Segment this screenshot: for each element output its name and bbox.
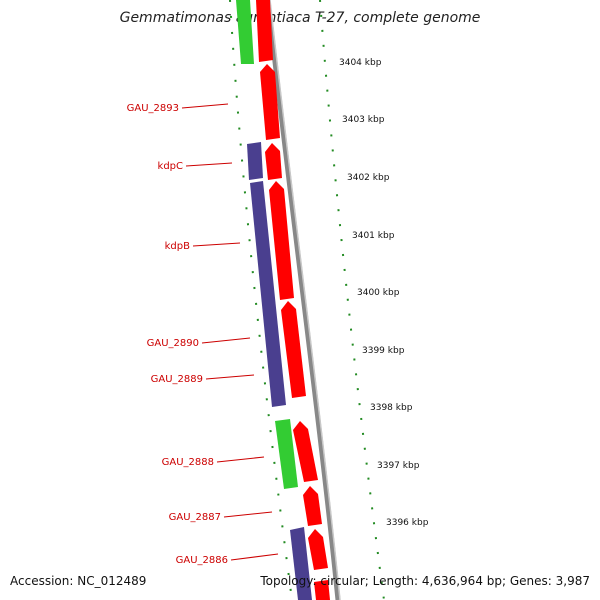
rna-feature xyxy=(236,0,254,64)
gene-label: GAU_2887 xyxy=(169,512,221,523)
cds-reverse xyxy=(247,142,263,180)
scale-label: 3397 kbp xyxy=(377,461,420,471)
cds-forward xyxy=(308,529,328,570)
genome-backbone xyxy=(265,0,341,600)
scale-label: 3400 kbp xyxy=(357,288,400,298)
cds-forward xyxy=(269,181,294,300)
scale-label: 3398 kbp xyxy=(370,403,413,413)
gene-label: GAU_2886 xyxy=(176,555,228,566)
gene-label-leader xyxy=(216,456,265,463)
gene-label: kdpB xyxy=(165,241,190,252)
scale-label: 3401 kbp xyxy=(352,231,395,241)
gene-label: GAU_2890 xyxy=(147,338,199,349)
gene-label-leader xyxy=(230,553,279,561)
scale-label: 3399 kbp xyxy=(362,346,405,356)
gene-label: GAU_2888 xyxy=(162,457,214,468)
map-title: Gemmatimonas aurantiaca T-27, complete g… xyxy=(119,10,481,26)
scale-label: 3402 kbp xyxy=(347,173,390,183)
topology-text: Topology: circular; Length: 4,636,964 bp… xyxy=(260,574,590,588)
cds-forward xyxy=(314,580,330,600)
cds-reverse xyxy=(250,181,286,407)
gene-label: GAU_2889 xyxy=(151,374,203,385)
accession-text: Accession: NC_012489 xyxy=(10,574,147,588)
rna-feature xyxy=(275,419,298,489)
gene-label-leader xyxy=(223,511,273,518)
gene-label: kdpC xyxy=(158,161,183,172)
gene-label-leader xyxy=(185,162,233,167)
scale-label: 3396 kbp xyxy=(386,518,429,528)
scale-label: 3403 kbp xyxy=(342,115,385,125)
inner-tick-ring xyxy=(229,0,293,600)
cds-forward xyxy=(265,143,282,180)
cds-reverse xyxy=(290,527,312,600)
cds-forward xyxy=(281,301,306,398)
gene-label: GAU_2893 xyxy=(127,103,179,114)
cds-forward xyxy=(293,421,318,482)
gene-label-leader xyxy=(205,374,255,380)
scale-label: 3404 kbp xyxy=(339,58,382,68)
gene-label-leader xyxy=(201,337,251,344)
cds-forward xyxy=(303,486,322,526)
gene-label-leader xyxy=(181,103,229,109)
cds-forward xyxy=(256,0,273,62)
gene-label-leader xyxy=(192,242,241,247)
cds-forward xyxy=(260,64,280,140)
